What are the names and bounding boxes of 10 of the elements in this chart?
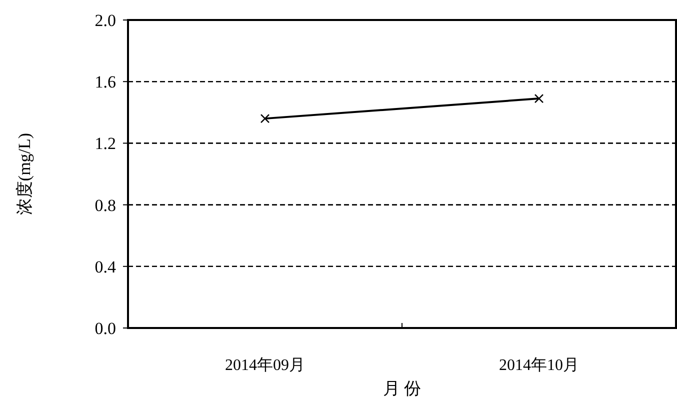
y-axis-title: 浓度(mg/L) <box>15 132 34 216</box>
y-tick-label: 0.0 <box>94 319 116 338</box>
x-axis-title: 月 份 <box>382 379 422 398</box>
y-tick-label: 0.4 <box>94 257 116 276</box>
y-tick-label: 1.2 <box>94 134 116 154</box>
y-tick-label: 2.0 <box>94 11 116 30</box>
y-tick-label: 0.8 <box>94 196 116 215</box>
x-tick-label: 2014年10月 <box>499 357 579 374</box>
x-tick-label: 2014年09月 <box>225 357 305 374</box>
y-tick-label: 1.6 <box>94 72 116 92</box>
